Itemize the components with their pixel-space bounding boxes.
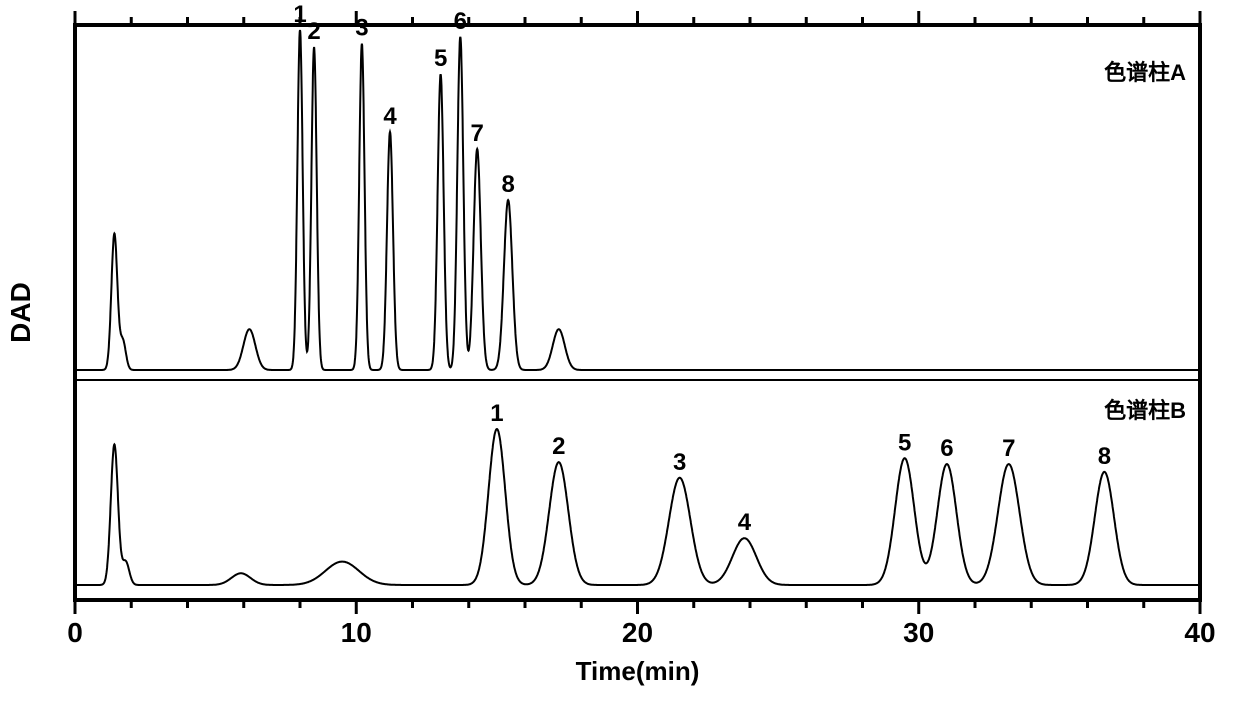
svg-text:5: 5: [898, 429, 911, 456]
svg-text:5: 5: [434, 45, 447, 72]
svg-text:30: 30: [903, 617, 934, 648]
svg-text:7: 7: [471, 120, 484, 147]
svg-text:10: 10: [341, 617, 372, 648]
svg-text:色谱柱A: 色谱柱A: [1104, 60, 1186, 85]
svg-text:6: 6: [940, 435, 953, 462]
svg-text:1: 1: [293, 1, 306, 28]
svg-text:2: 2: [552, 433, 565, 460]
svg-text:3: 3: [673, 449, 686, 476]
svg-text:7: 7: [1002, 435, 1015, 462]
svg-text:40: 40: [1184, 617, 1215, 648]
svg-text:8: 8: [1098, 443, 1111, 470]
svg-text:Time(min): Time(min): [576, 656, 700, 686]
svg-text:8: 8: [501, 171, 514, 198]
svg-text:6: 6: [454, 8, 467, 35]
svg-text:DAD: DAD: [5, 282, 36, 343]
chromatogram-comparison-chart: 010203040Time(min)DAD12345678色谱柱A1234567…: [0, 0, 1240, 701]
svg-text:20: 20: [622, 617, 653, 648]
svg-text:0: 0: [67, 617, 83, 648]
svg-text:4: 4: [738, 509, 752, 536]
svg-text:1: 1: [490, 400, 503, 427]
svg-text:2: 2: [307, 18, 320, 45]
svg-text:4: 4: [383, 103, 397, 130]
svg-text:色谱柱B: 色谱柱B: [1104, 398, 1186, 423]
chart-svg: 010203040Time(min)DAD12345678色谱柱A1234567…: [0, 0, 1240, 701]
svg-text:3: 3: [355, 15, 368, 42]
